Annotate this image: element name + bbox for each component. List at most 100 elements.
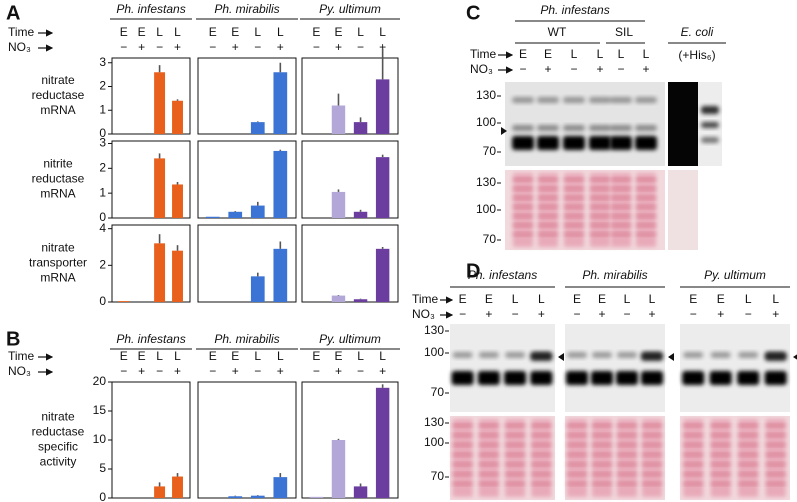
stain-band: [636, 223, 656, 227]
blot-band: [563, 136, 585, 150]
no3-value: −: [519, 62, 526, 76]
bar: [250, 276, 265, 302]
panel-letter: C: [466, 2, 480, 24]
stain-band: [710, 453, 731, 457]
bar: [273, 248, 288, 302]
stain-band: [590, 214, 610, 218]
blot-band: [682, 371, 705, 385]
time-value: L: [277, 25, 284, 39]
stain-band: [738, 424, 759, 427]
y-axis-label: mRNA: [40, 271, 75, 285]
stain-band: [592, 453, 612, 457]
time-label: Time: [412, 292, 439, 306]
stain-band: [538, 214, 558, 218]
blot-band: [512, 125, 534, 131]
no3-value: +: [717, 307, 724, 321]
blot-band: [610, 136, 632, 150]
stain-band: [617, 443, 637, 447]
no3-label: NO₃: [8, 364, 31, 378]
bar: [228, 496, 243, 498]
stain-band: [564, 214, 584, 218]
blot-band: [512, 136, 534, 150]
time-value: E: [334, 349, 342, 363]
y-tick-label: 0: [99, 210, 106, 224]
no3-value: −: [156, 364, 163, 378]
stain-band: [611, 187, 631, 191]
time-value: E: [485, 292, 493, 306]
stain-band: [505, 453, 526, 457]
group-header: E. coli: [681, 25, 714, 39]
time-value: E: [334, 25, 342, 39]
stain-band: [590, 205, 610, 209]
band-arrowhead: [501, 127, 507, 135]
stain-image: [668, 170, 698, 250]
no3-value: −: [120, 364, 127, 378]
time-value: L: [379, 25, 386, 39]
stain-band: [617, 482, 637, 486]
no3-value: +: [544, 62, 551, 76]
bar: [273, 72, 288, 134]
stain-band: [513, 178, 533, 181]
bar: [375, 157, 390, 218]
plot-frame: [197, 381, 297, 499]
y-tick-label: 1: [99, 102, 106, 116]
y-tick-label: 0: [99, 490, 106, 502]
bar: [250, 122, 265, 134]
stain-band: [531, 472, 552, 476]
stain-band: [765, 443, 786, 447]
no3-value: +: [138, 40, 145, 54]
blot-band: [563, 97, 585, 103]
stain-lane: [538, 173, 558, 247]
blot-band: [610, 125, 632, 131]
no3-value: +: [772, 307, 779, 321]
no3-value: +: [598, 307, 605, 321]
no3-value: +: [174, 40, 181, 54]
bar: [331, 440, 346, 498]
y-tick-label: 2: [99, 79, 106, 93]
stain-band: [513, 232, 533, 236]
stain-band: [738, 462, 759, 466]
stain-band: [452, 472, 473, 476]
stain-band: [452, 443, 473, 447]
time-value: L: [174, 25, 181, 39]
plot-frame: [111, 57, 191, 135]
stain-band: [683, 462, 704, 466]
stain-band: [478, 462, 499, 466]
size-marker: 70: [483, 144, 497, 158]
size-marker: 100: [476, 115, 496, 129]
tag-label: (+His₆): [678, 48, 715, 62]
time-value: L: [624, 292, 631, 306]
bar: [331, 295, 346, 302]
stain-band: [642, 462, 662, 466]
stain-band: [505, 462, 526, 466]
stain-band: [683, 424, 704, 427]
no3-label: NO₃: [470, 62, 493, 76]
blot-band: [452, 352, 473, 358]
stain-band: [513, 205, 533, 209]
time-value: L: [277, 349, 284, 363]
stain-band: [738, 443, 759, 447]
stain-band: [538, 196, 558, 200]
stain-band: [505, 472, 526, 476]
blot-image: [505, 82, 665, 166]
no3-value: −: [254, 40, 261, 54]
time-value: L: [254, 25, 261, 39]
blot-band: [710, 352, 731, 358]
blot-band: [701, 122, 719, 128]
group-header: SIL: [615, 25, 633, 39]
blot-band: [701, 137, 719, 143]
y-tick-label: 1: [99, 185, 106, 199]
y-tick-label: 3: [99, 55, 106, 69]
stain-band: [611, 205, 631, 209]
no3-value: −: [313, 364, 320, 378]
stain-band: [513, 214, 533, 218]
stain-band: [683, 482, 704, 486]
stain-band: [567, 482, 587, 486]
stain-band: [636, 178, 656, 181]
stain-band: [611, 223, 631, 227]
plot-frame: [301, 140, 399, 219]
stain-band: [765, 482, 786, 486]
stain-band: [617, 462, 637, 466]
stain-band: [538, 232, 558, 236]
size-marker: 130: [476, 88, 496, 102]
